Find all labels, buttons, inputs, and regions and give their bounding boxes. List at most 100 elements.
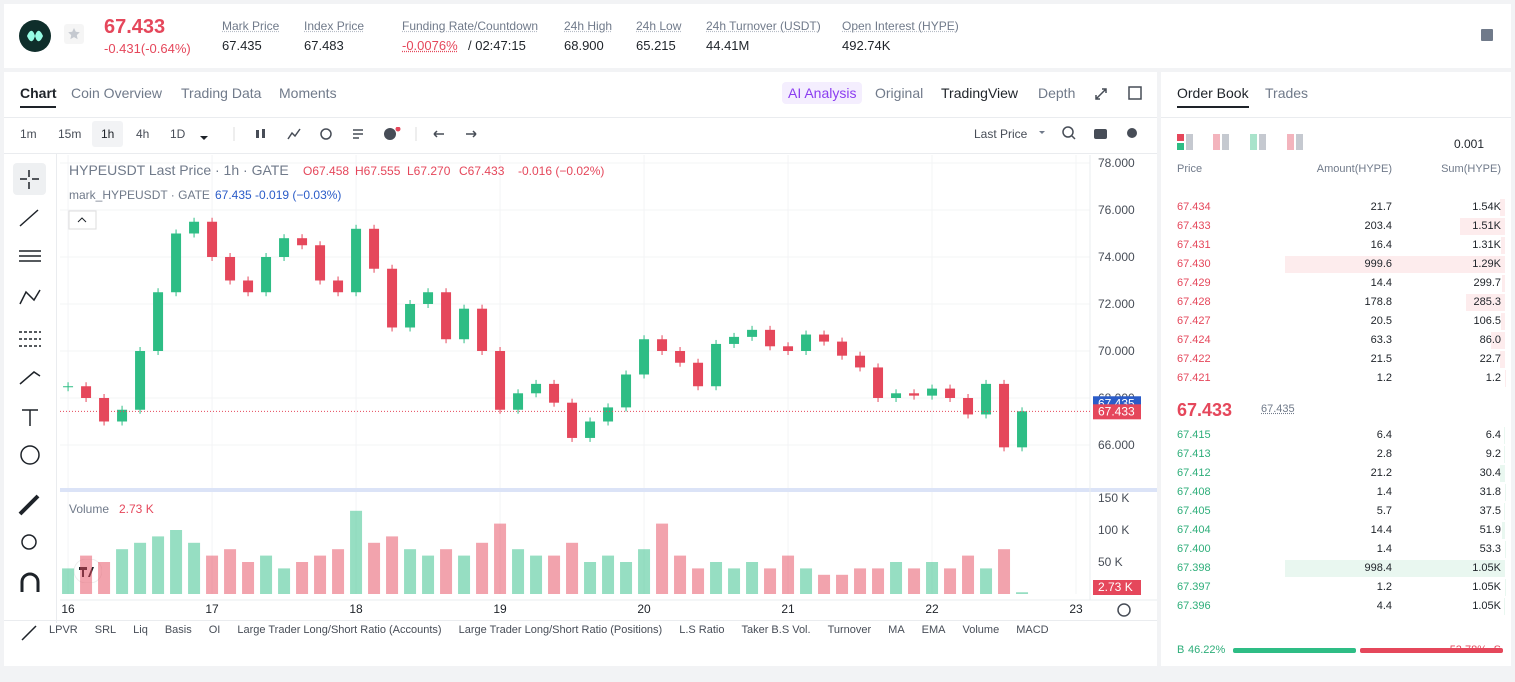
depth-bar — [1502, 522, 1505, 539]
buy-tag: B — [1177, 644, 1184, 656]
candle — [999, 384, 1009, 447]
tab[interactable]: Trading Data — [181, 85, 261, 101]
tab[interactable]: Moments — [279, 85, 337, 101]
tab[interactable]: Coin Overview — [71, 85, 162, 101]
ob-sum: 37.5 — [1480, 505, 1501, 517]
ob-amount: 2.8 — [1377, 448, 1392, 460]
candle — [225, 257, 235, 281]
volume-bar — [224, 549, 236, 594]
interval[interactable]: 1D — [170, 127, 185, 141]
chart-actions[interactable] — [1039, 126, 1139, 140]
candle — [801, 335, 811, 351]
volume-bar — [242, 562, 254, 594]
volume-bar — [314, 556, 326, 594]
volume-bar — [800, 568, 812, 594]
mid-price: 67.433 — [1177, 400, 1232, 421]
divider — [1161, 117, 1511, 118]
book-icon[interactable] — [1480, 28, 1494, 42]
field-value: 492.74K — [842, 38, 890, 53]
x-tick-label: 22 — [925, 602, 939, 616]
interval[interactable]: 1m — [20, 127, 37, 141]
candle — [657, 339, 667, 351]
volume-bar — [278, 568, 290, 594]
candle — [477, 309, 487, 351]
legend-title: HYPEUSDT Last Price · 1h · GATE — [69, 162, 289, 178]
indicator[interactable]: SRL — [95, 624, 116, 636]
field-label: 24h Turnover (USDT) — [706, 19, 821, 33]
ai-analysis[interactable]: AI Analysis — [782, 82, 862, 104]
indicator[interactable]: EMA — [922, 624, 946, 636]
header-amount: Amount(HYPE) — [1317, 163, 1392, 175]
indicator[interactable]: Taker B.S Vol. — [741, 624, 810, 636]
ob-sum: 30.4 — [1480, 467, 1501, 479]
candle — [531, 384, 541, 393]
volume-bar — [170, 530, 182, 594]
price-source[interactable]: Last Price — [974, 127, 1027, 141]
candle — [243, 280, 253, 292]
candle — [855, 356, 865, 368]
ob-sum: 53.3 — [1480, 543, 1501, 555]
divider — [4, 117, 1157, 118]
interval[interactable]: 4h — [136, 127, 149, 141]
field-label: Index Price — [304, 19, 364, 33]
legend-ohlc: O67.458 — [303, 164, 349, 178]
indicator[interactable]: OI — [209, 624, 221, 636]
candle — [909, 393, 919, 395]
last-price-tag: 67.433 — [1098, 404, 1135, 418]
ob-amount: 998.4 — [1364, 562, 1392, 574]
volume-bar — [530, 556, 542, 594]
indicator[interactable]: MACD — [1016, 624, 1048, 636]
view-tab[interactable]: Original — [875, 85, 923, 101]
volume-bar — [926, 562, 938, 594]
volume-bar — [602, 556, 614, 594]
ob-sum: 106.5 — [1473, 315, 1501, 327]
precision[interactable]: 0.001 — [1454, 137, 1484, 151]
field-label: 24h High — [564, 19, 612, 33]
tab[interactable]: Trades — [1265, 85, 1308, 101]
depth-bar — [1500, 465, 1505, 482]
ob-price: 67.398 — [1177, 562, 1211, 574]
volume-bar — [494, 524, 506, 594]
drawing-toolbar[interactable] — [12, 162, 52, 682]
indicator[interactable]: Liq — [133, 624, 148, 636]
candle — [765, 330, 775, 346]
volume-title: Volume — [69, 502, 109, 516]
indicator[interactable]: Large Trader Long/Short Ratio (Accounts) — [237, 624, 441, 636]
window-icons[interactable] — [1094, 85, 1144, 101]
field-label: Mark Price — [222, 19, 279, 33]
chart-tools[interactable] — [198, 127, 478, 141]
view-tab[interactable]: Depth — [1038, 85, 1075, 101]
interval[interactable]: 15m — [58, 127, 81, 141]
book-layouts[interactable] — [1177, 134, 1307, 150]
indicator[interactable]: Turnover — [828, 624, 872, 636]
tab[interactable]: Order Book — [1177, 85, 1249, 101]
volume-bar — [620, 562, 632, 594]
ob-price: 67.431 — [1177, 239, 1211, 251]
indicator[interactable]: MA — [888, 624, 905, 636]
volume-bar — [710, 562, 722, 594]
view-tab[interactable]: TradingView — [941, 85, 1018, 101]
volume-bar — [458, 556, 470, 594]
candle — [315, 245, 325, 280]
volume-bar — [440, 549, 452, 594]
indicator[interactable]: LPVR — [49, 624, 78, 636]
chart: 66.00068.00070.00072.00074.00076.00078.0… — [60, 155, 1157, 625]
volume-bar — [998, 549, 1010, 594]
legend-ohlc: H67.555 — [355, 164, 401, 178]
indicator[interactable]: Volume — [963, 624, 1000, 636]
volume-bar — [386, 536, 398, 594]
volume-bar — [890, 562, 902, 594]
indicator[interactable]: Basis — [165, 624, 192, 636]
interval-active[interactable]: 1h — [92, 121, 123, 147]
candle — [621, 374, 631, 407]
ob-price: 67.429 — [1177, 277, 1211, 289]
indicator[interactable]: Large Trader Long/Short Ratio (Positions… — [459, 624, 663, 636]
indicator[interactable]: L.S Ratio — [679, 624, 724, 636]
favorite-star[interactable] — [64, 24, 84, 44]
ob-amount: 16.4 — [1371, 239, 1392, 251]
coin-logo — [19, 20, 51, 52]
tab[interactable]: Chart — [20, 85, 57, 101]
ob-price: 67.404 — [1177, 524, 1211, 536]
field-value: 67.483 — [304, 38, 344, 53]
ob-sum: 86.0 — [1480, 334, 1501, 346]
